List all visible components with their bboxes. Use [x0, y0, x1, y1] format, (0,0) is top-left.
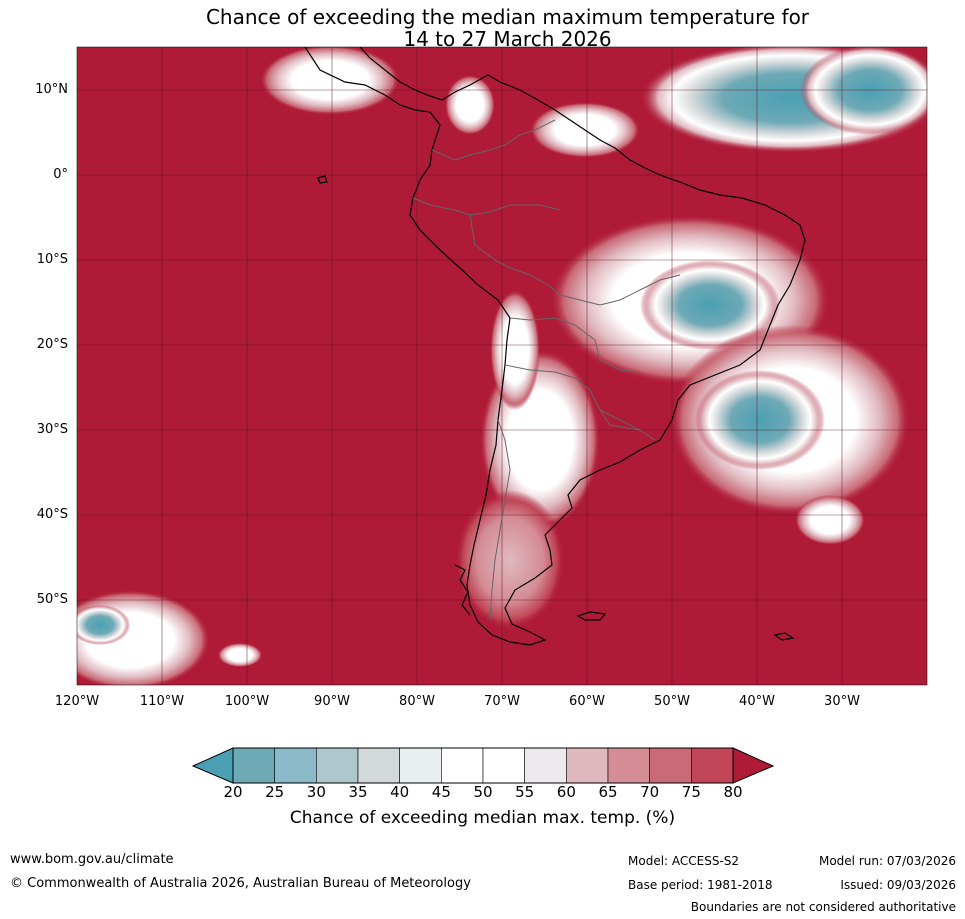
colorbar-cell: [399, 747, 442, 784]
forecast-map: [76, 46, 928, 686]
lat-label-0: 0°: [53, 167, 68, 182]
lat-label-30s: 30°S: [36, 422, 68, 437]
lat-label-40s: 40°S: [36, 507, 68, 522]
colorbar-tick-label: 25: [265, 783, 285, 801]
boundary-disclaimer: Boundaries are not considered authoritat…: [690, 900, 956, 914]
colorbar-high-extend: [732, 747, 775, 784]
lon-label-40w: 40°W: [739, 694, 775, 709]
colorbar-cell: [316, 747, 359, 784]
colorbar-cell: [649, 747, 692, 784]
colorbar-tick-label: 35: [348, 783, 368, 801]
colorbar-cell: [524, 747, 567, 784]
lon-label-70w: 70°W: [484, 694, 520, 709]
colorbar-tick-label: 75: [681, 783, 701, 801]
colorbar-tick-label: 60: [556, 783, 576, 801]
lat-label-50s: 50°S: [36, 592, 68, 607]
anomaly-contours: [77, 47, 927, 685]
base-period: Base period: 1981-2018: [628, 878, 773, 892]
website-link[interactable]: www.bom.gov.au/climate: [10, 852, 174, 867]
colorbar-cell: [482, 747, 525, 784]
lat-label-20s: 20°S: [36, 337, 68, 352]
map-title-line1: Chance of exceeding the median maximum t…: [205, 5, 810, 29]
islands: [317, 175, 795, 641]
colorbar-cell: [566, 747, 609, 784]
lat-label-10s: 10°S: [36, 252, 68, 267]
colorbar-label: Chance of exceeding median max. temp. (%…: [289, 808, 676, 828]
map-frame: [76, 46, 928, 686]
model-name: Model: ACCESS-S2: [628, 854, 740, 868]
colorbar-cell: [232, 747, 275, 784]
colorbar-cell: [691, 747, 734, 784]
lon-label-80w: 80°W: [399, 694, 435, 709]
colorbar-cell: [441, 747, 484, 784]
colorbar-tick-label: 45: [431, 783, 451, 801]
lon-label-60w: 60°W: [569, 694, 605, 709]
lon-label-120w: 120°W: [54, 694, 100, 709]
lon-label-100w: 100°W: [224, 694, 270, 709]
colorbar-tick-label: 55: [515, 783, 535, 801]
colorbar-tick-label: 50: [473, 783, 493, 801]
colorbar-low-extend: [191, 747, 234, 784]
issued-date: Issued: 09/03/2026: [840, 878, 956, 892]
colorbar-tick-label: 40: [390, 783, 410, 801]
country-boundaries: [412, 119, 681, 621]
colorbar-cell: [357, 747, 400, 784]
colorbar-tick-label: 20: [223, 783, 243, 801]
colorbar-tick-label: 80: [723, 783, 743, 801]
colorbar-cell: [607, 747, 650, 784]
lon-label-110w: 110°W: [139, 694, 185, 709]
graticule: [77, 47, 927, 685]
lon-label-50w: 50°W: [654, 694, 690, 709]
lat-label-10n: 10°N: [35, 82, 68, 97]
colorbar: [191, 747, 775, 784]
colorbar-tick-label: 30: [306, 783, 326, 801]
lon-label-30w: 30°W: [824, 694, 860, 709]
colorbar-frame: [232, 747, 734, 784]
lon-label-90w: 90°W: [314, 694, 350, 709]
map-title-line2: 14 to 27 March 2026: [403, 27, 612, 51]
colorbar-tick-label: 70: [640, 783, 660, 801]
colorbar-cell: [274, 747, 317, 784]
colorbar-tick-label: 65: [598, 783, 618, 801]
copyright-text: © Commonwealth of Australia 2026, Austra…: [10, 876, 471, 891]
model-run-date: Model run: 07/03/2026: [818, 854, 956, 868]
coastline: [304, 47, 806, 646]
